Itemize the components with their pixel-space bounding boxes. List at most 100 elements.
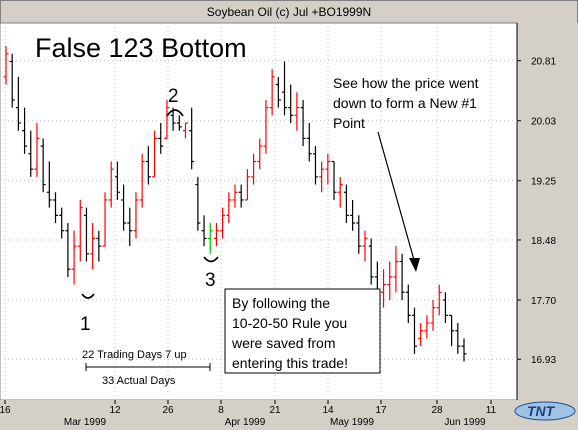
x-tick-label: 11 bbox=[486, 405, 497, 416]
annotation-box-line: 10-20-50 Rule you bbox=[232, 315, 347, 331]
price-bar bbox=[325, 153, 331, 185]
price-bar bbox=[381, 269, 387, 308]
annotation-line: down to form a New #1 bbox=[333, 95, 477, 111]
price-bar bbox=[164, 99, 170, 140]
price-bar bbox=[65, 223, 71, 277]
price-bar bbox=[96, 230, 102, 262]
y-tick-label: 20.81 bbox=[531, 57, 556, 68]
price-bar bbox=[319, 161, 325, 193]
price-bar bbox=[176, 115, 182, 131]
price-bar bbox=[15, 76, 21, 131]
price-bar bbox=[368, 238, 374, 285]
price-bar bbox=[59, 207, 65, 239]
price-bar bbox=[213, 223, 219, 247]
price-bar bbox=[121, 184, 127, 231]
y-tick-label: 16.93 bbox=[531, 355, 556, 366]
price-bar bbox=[220, 207, 226, 239]
price-bar bbox=[399, 253, 405, 300]
price-bar bbox=[170, 107, 176, 131]
price-bar bbox=[133, 192, 139, 239]
point-1-label: 1 bbox=[80, 314, 91, 335]
chart-title: False 123 Bottom bbox=[35, 33, 247, 63]
price-bar bbox=[232, 184, 238, 208]
window-title: Soybean Oil (c) Jul +BO1999N bbox=[0, 0, 578, 24]
price-bar bbox=[424, 315, 430, 339]
tnt-logo: TNT bbox=[514, 401, 576, 421]
price-bar bbox=[294, 92, 300, 131]
price-bar bbox=[387, 261, 393, 300]
price-bar bbox=[46, 161, 52, 208]
price-bar bbox=[108, 161, 114, 208]
price-bar bbox=[436, 284, 442, 316]
annotation-arrow-head bbox=[409, 258, 420, 272]
price-bar bbox=[34, 123, 40, 177]
x-tick-label: 16 bbox=[0, 405, 11, 416]
price-bar bbox=[300, 99, 306, 147]
price-bar bbox=[83, 207, 89, 262]
price-bar bbox=[461, 338, 467, 362]
price-bar bbox=[455, 323, 461, 354]
y-tick-label: 17.70 bbox=[531, 296, 556, 307]
y-tick-label: 18.48 bbox=[531, 236, 556, 247]
price-bar bbox=[3, 46, 9, 85]
y-tick-label: 20.03 bbox=[531, 117, 556, 128]
price-bar bbox=[343, 184, 349, 224]
price-bar bbox=[77, 199, 83, 262]
x-tick-label: 14 bbox=[322, 405, 334, 416]
point-3-marker bbox=[203, 256, 219, 263]
price-bar bbox=[195, 176, 201, 231]
price-bar bbox=[226, 192, 232, 224]
price-bar bbox=[312, 146, 318, 185]
annotation-line: Point bbox=[333, 115, 365, 131]
x-axis-panel bbox=[0, 400, 578, 430]
x-tick-label: 12 bbox=[109, 405, 121, 416]
price-bar bbox=[22, 107, 28, 154]
price-bar bbox=[238, 184, 244, 208]
price-bar bbox=[263, 99, 269, 154]
point-2-marker bbox=[166, 109, 184, 117]
price-bar bbox=[411, 307, 417, 354]
annotation-box bbox=[224, 288, 381, 374]
price-bar bbox=[449, 314, 455, 347]
price-bar bbox=[430, 299, 436, 331]
price-bar bbox=[127, 207, 133, 247]
price-bar bbox=[102, 192, 108, 247]
y-tick-label: 19.25 bbox=[531, 177, 556, 188]
price-bar bbox=[362, 230, 368, 262]
price-bar bbox=[405, 284, 411, 324]
price-bar bbox=[139, 153, 145, 208]
range-label-top: 22 Trading Days 7 up bbox=[82, 349, 187, 361]
price-bar bbox=[350, 199, 356, 231]
x-tick-label: 28 bbox=[431, 405, 443, 416]
svg-text:TNT: TNT bbox=[527, 403, 556, 419]
price-bar bbox=[306, 123, 312, 162]
price-bar bbox=[71, 230, 77, 285]
price-bar bbox=[158, 123, 164, 154]
point-2-label: 2 bbox=[168, 86, 179, 107]
price-bar bbox=[189, 107, 195, 170]
x-tick-label: 17 bbox=[375, 405, 387, 416]
price-bar bbox=[337, 176, 343, 208]
annotation-arrow-shaft bbox=[377, 131, 415, 261]
point-3-label: 3 bbox=[205, 270, 216, 291]
price-bar bbox=[152, 130, 158, 178]
x-tick-label: 21 bbox=[269, 405, 281, 416]
price-bar bbox=[9, 53, 15, 108]
point-1-marker bbox=[81, 293, 95, 299]
x-month-label: Apr 1999 bbox=[225, 417, 266, 428]
price-bar bbox=[442, 292, 448, 324]
price-bar bbox=[331, 160, 337, 200]
x-tick-label: 8 bbox=[218, 405, 224, 416]
price-bar bbox=[418, 323, 424, 347]
price-bar bbox=[393, 246, 399, 293]
y-axis-ticks: 20.81 20.03 19.25 18.48 17.70 16.93 bbox=[517, 57, 556, 366]
x-axis-ticks: 16 12 26 8 21 14 17 28 11 Mar 1999 Apr 1999 May 199… bbox=[0, 400, 497, 428]
price-bar bbox=[257, 138, 263, 170]
x-tick-label: 26 bbox=[162, 405, 174, 416]
price-bar bbox=[114, 161, 120, 200]
price-bar bbox=[356, 215, 362, 254]
price-bar bbox=[40, 138, 46, 193]
x-month-label: May 1999 bbox=[330, 417, 374, 428]
